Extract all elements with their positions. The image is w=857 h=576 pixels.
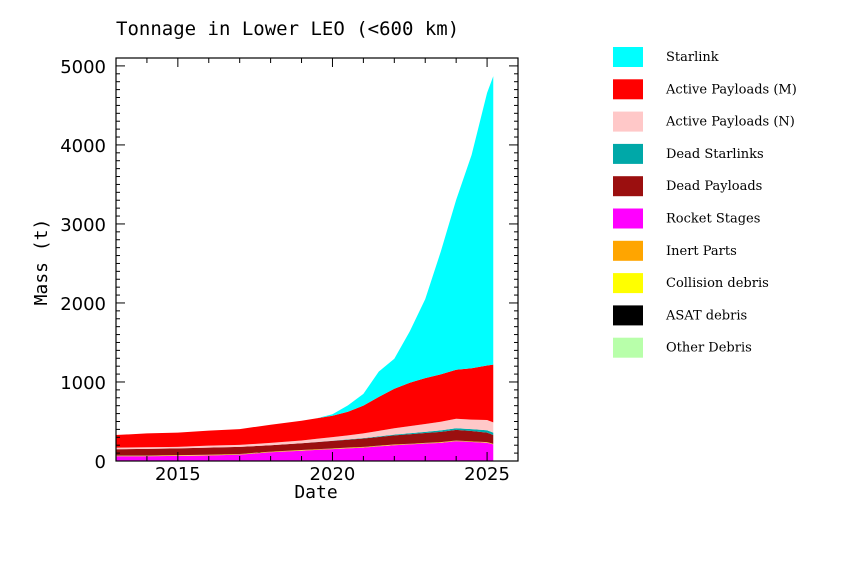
legend-swatch-asat-debris <box>613 305 643 326</box>
legend-label-asat-debris: ASAT debris <box>665 308 747 323</box>
legend-swatch-starlink <box>613 47 643 67</box>
area-collision-debris <box>116 440 494 456</box>
legend-label-active-payloads-m: Active Payloads (M) <box>665 82 797 97</box>
legend-swatch-dead-starlinks <box>613 143 643 164</box>
legend-swatch-inert-parts <box>613 240 643 261</box>
legend-label-dead-starlinks: Dead Starlinks <box>666 147 764 162</box>
legend-label-collision-debris: Collision debris <box>666 276 769 291</box>
chart-title: Tonnage in Lower LEO (<600 km) <box>116 18 459 40</box>
area-inert-parts <box>116 440 494 457</box>
legend-swatch-rocket-stages <box>613 208 643 229</box>
legend: Starlink Active Payloads (M) Active Payloa… <box>613 47 797 358</box>
y-tick-label: 0 <box>95 452 106 473</box>
area-layers <box>116 76 494 461</box>
x-tick-label: 2025 <box>464 464 510 485</box>
legend-label-active-payloads-n: Active Payloads (N) <box>665 115 795 130</box>
y-tick-label: 4000 <box>60 136 106 157</box>
area-asat-debris <box>116 440 494 456</box>
legend-label-dead-payloads: Dead Payloads <box>666 179 762 194</box>
legend-label-other-debris: Other Debris <box>666 341 752 356</box>
area-dead-payloads <box>116 429 494 456</box>
axes: 2015 2020 2025 0 1000 2000 3000 4000 5000 <box>60 57 519 485</box>
legend-swatch-dead-payloads <box>613 176 643 197</box>
legend-swatch-collision-debris <box>613 273 643 294</box>
x-axis-label: Date <box>294 482 337 503</box>
y-tick-label: 1000 <box>60 373 106 394</box>
area-active-payloads-m <box>116 364 494 448</box>
area-rocket-stages <box>116 441 494 461</box>
legend-label-rocket-stages: Rocket Stages <box>666 212 760 227</box>
y-axis-label: Mass (t) <box>31 219 52 306</box>
legend-swatch-active-payloads-n <box>613 111 643 132</box>
x-tick-label: 2020 <box>310 464 356 485</box>
area-active-payloads-n <box>116 418 494 450</box>
area-other-debris <box>116 440 494 456</box>
y-tick-label: 2000 <box>60 294 106 315</box>
plot-frame <box>115 57 519 462</box>
x-tick-label: 2015 <box>155 464 201 485</box>
legend-label-inert-parts: Inert Parts <box>666 244 737 259</box>
legend-label-starlink: Starlink <box>666 50 719 65</box>
legend-swatch-active-payloads-m <box>613 79 643 100</box>
y-tick-label: 3000 <box>60 215 106 236</box>
legend-swatch-other-debris <box>613 337 643 358</box>
y-tick-label: 5000 <box>60 57 106 78</box>
